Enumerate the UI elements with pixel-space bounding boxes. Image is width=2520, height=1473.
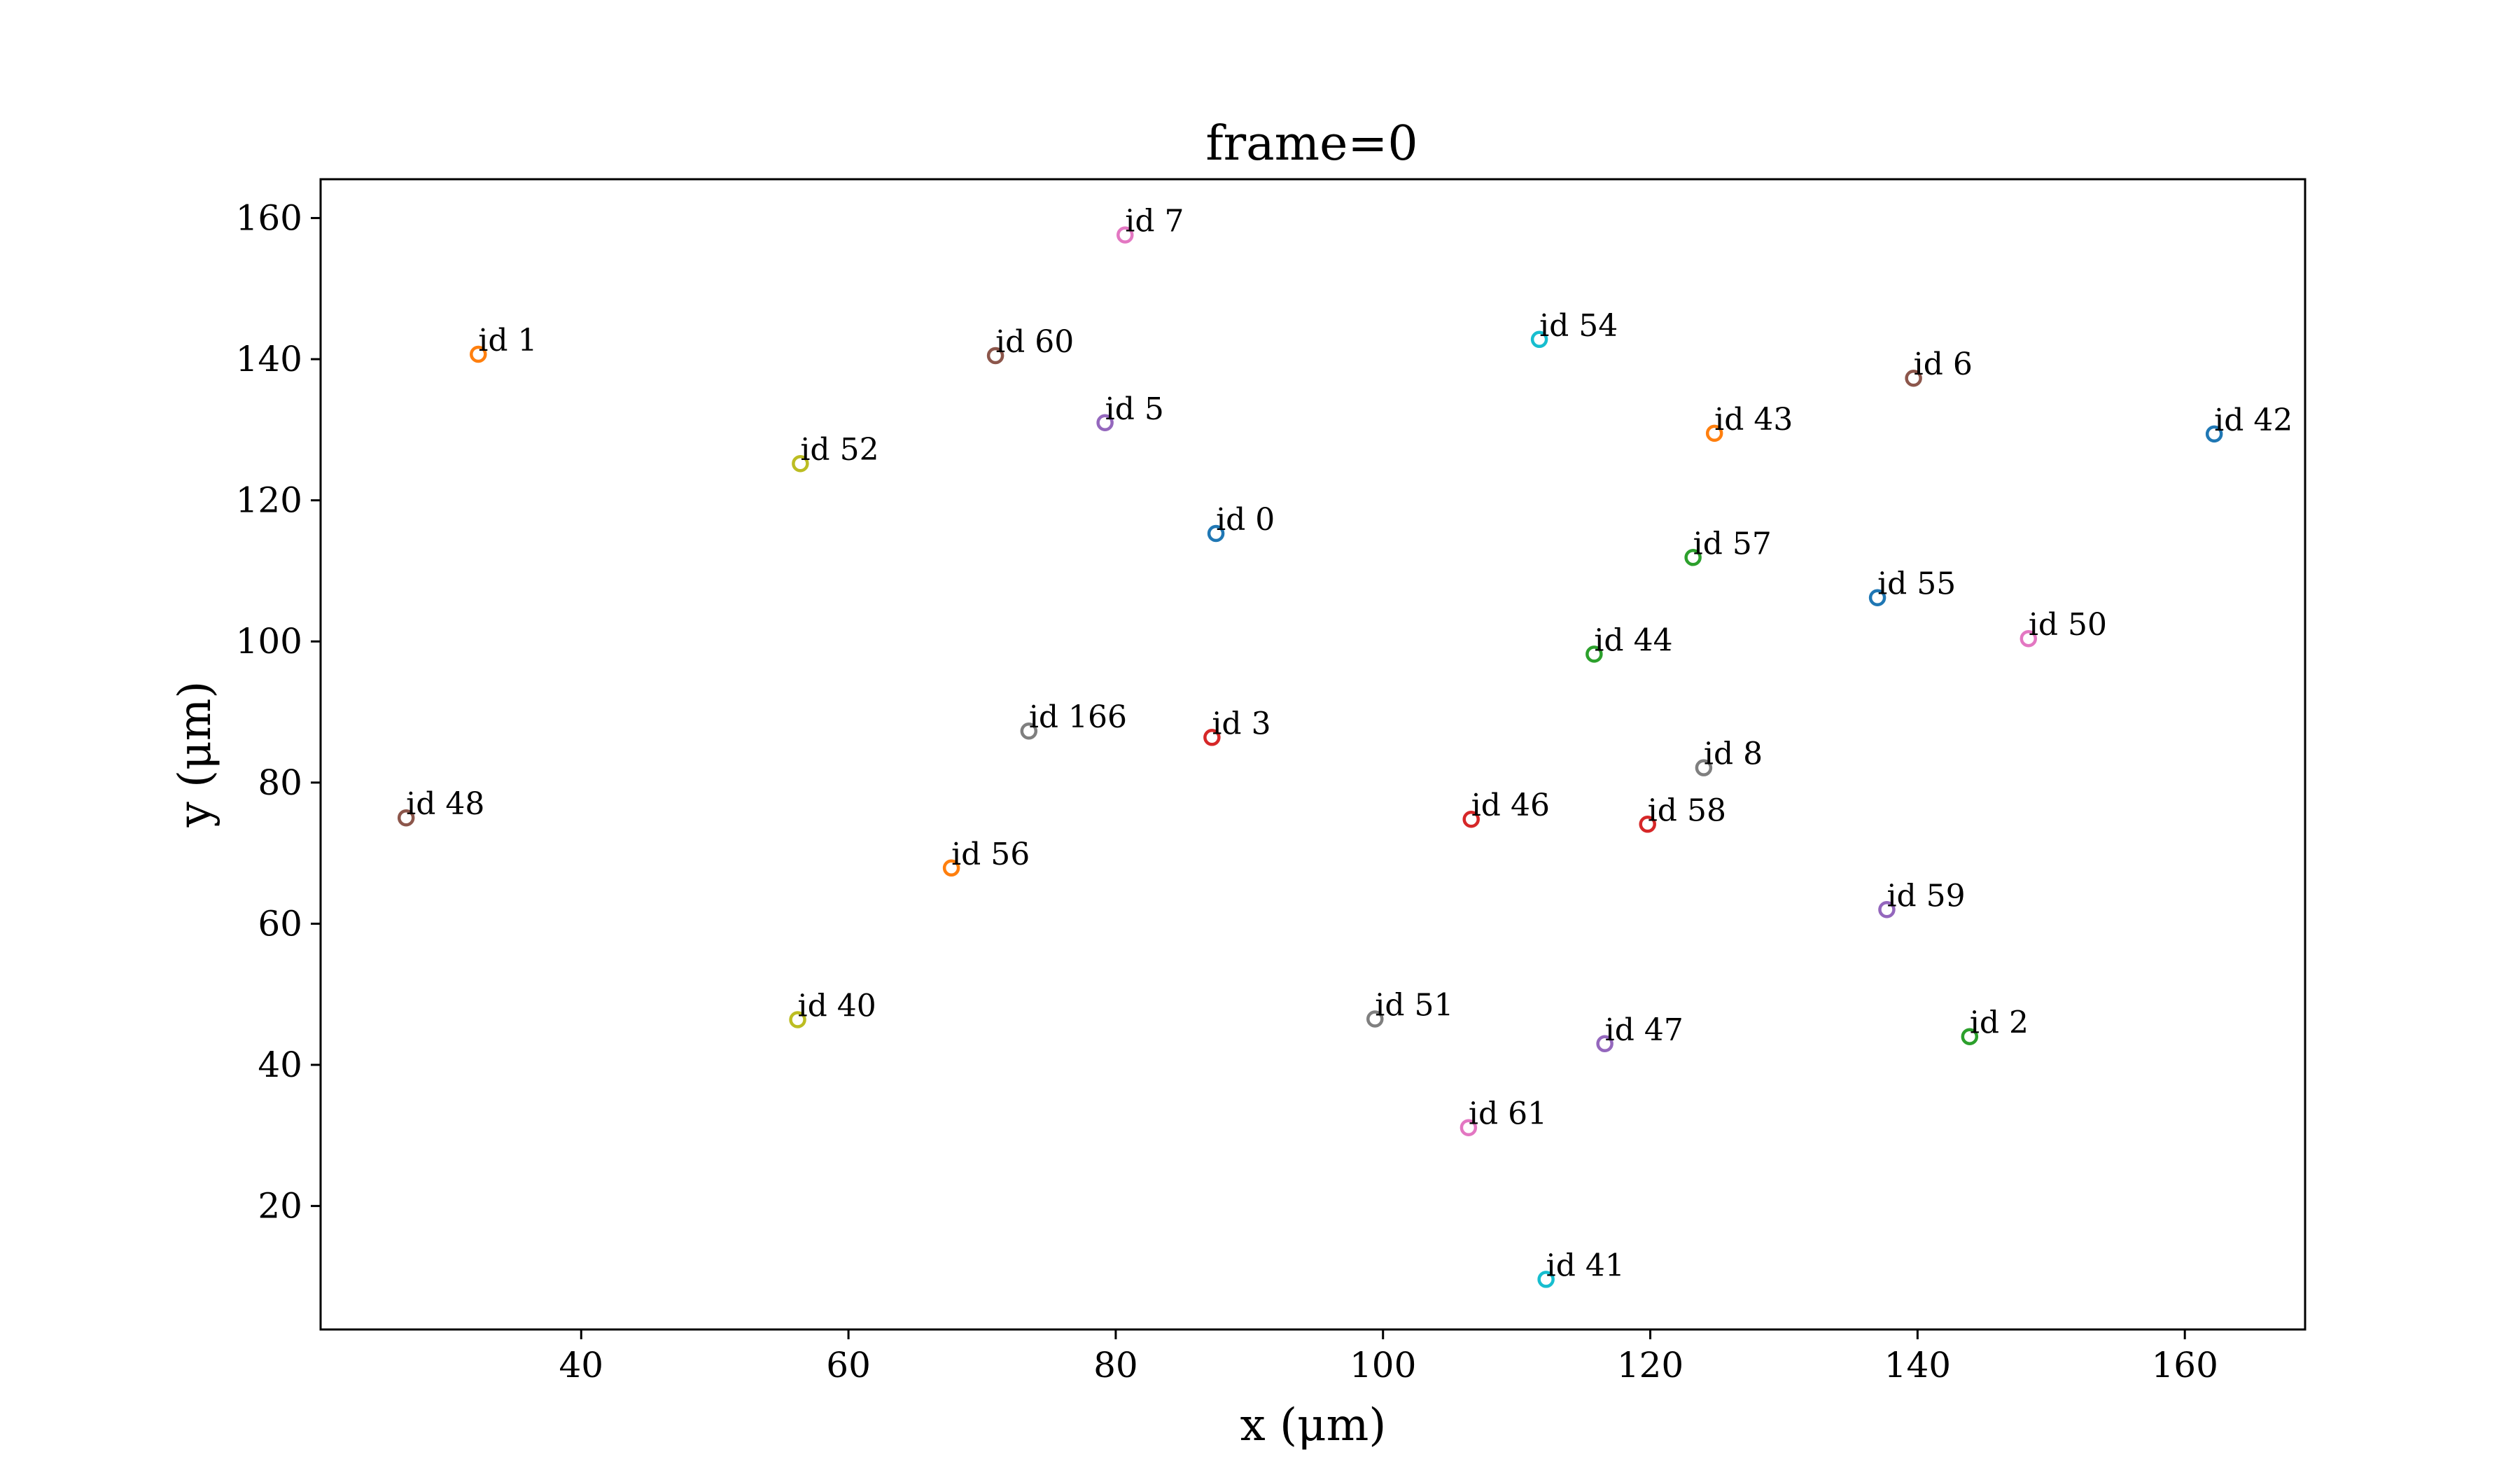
data-point-label: id 57 [1693, 526, 1772, 561]
data-point-marker [1366, 1010, 1384, 1028]
data-point-marker [1460, 1119, 1478, 1136]
data-point-marker [1530, 330, 1548, 349]
data-point-marker [1961, 1028, 1979, 1045]
data-point-marker [1462, 810, 1480, 828]
data-point-label: id 1 [478, 323, 537, 358]
data-point-marker [1695, 759, 1713, 776]
y-tick-label: 80 [258, 762, 302, 803]
plot-frame [319, 178, 2306, 1331]
data-point-marker [1684, 549, 1702, 566]
x-tick-label: 140 [1884, 1345, 1951, 1385]
data-point-marker [1020, 722, 1038, 740]
data-point-label: id 59 [1886, 878, 1965, 914]
x-tick-label: 40 [559, 1345, 603, 1385]
data-point-marker [1116, 226, 1134, 244]
data-point-label: id 43 [1714, 402, 1793, 438]
y-tick-label: 160 [236, 197, 302, 238]
data-point-marker [1596, 1035, 1614, 1053]
data-point-label: id 42 [2214, 403, 2292, 438]
data-point-label: id 40 [798, 988, 876, 1024]
y-tick-label: 140 [236, 339, 302, 379]
data-point-label: id 44 [1594, 622, 1672, 658]
data-point-marker [1207, 524, 1225, 543]
data-point-label: id 51 [1375, 987, 1453, 1023]
data-point-marker [1905, 369, 1922, 387]
x-tick-label: 80 [1093, 1345, 1138, 1385]
x-tick-label: 120 [1617, 1345, 1684, 1385]
data-point-marker [942, 859, 960, 877]
y-axis-label: y (μm) [169, 681, 221, 828]
data-point-label: id 55 [1877, 566, 1956, 602]
x-axis-label: x (μm) [1240, 1399, 1387, 1451]
data-point-marker [470, 345, 487, 363]
x-tick-label: 60 [826, 1345, 871, 1385]
data-point-label: id 54 [1539, 308, 1618, 344]
data-point-label: id 47 [1605, 1012, 1684, 1048]
data-point-label: id 8 [1704, 736, 1763, 772]
data-point-label: id 61 [1469, 1096, 1547, 1132]
data-point-label: id 52 [800, 432, 878, 468]
data-point-marker [986, 347, 1004, 365]
data-point-label: id 5 [1105, 391, 1164, 427]
y-tick-label: 120 [236, 480, 302, 521]
data-point-marker [1537, 1271, 1555, 1288]
data-point-label: id 60 [995, 324, 1074, 360]
data-point-label: id 50 [2029, 607, 2107, 643]
data-point-marker [1878, 901, 1896, 919]
data-point-label: id 58 [1648, 793, 1726, 828]
data-point-label: id 41 [1546, 1248, 1625, 1283]
data-point-marker [1096, 414, 1114, 432]
data-point-marker [1586, 645, 1603, 663]
data-point-label: id 3 [1212, 706, 1270, 741]
x-tick-label: 100 [1350, 1345, 1416, 1385]
y-tick-label: 60 [258, 903, 302, 944]
data-points: id 7 id 1 id 60 id 54 id 6 id 42 id 43 id 5 id 5… [397, 204, 2292, 1288]
data-point-marker [397, 809, 415, 827]
data-point-marker [1705, 424, 1723, 442]
y-tick-label: 20 [258, 1186, 302, 1227]
y-tick-label: 40 [258, 1045, 302, 1085]
data-point-label: id 0 [1216, 502, 1275, 538]
data-point-marker [1639, 816, 1656, 833]
axis-ticks: 40 60 80 100 120 140 160 20 40 60 80 100 120 140 160 [236, 197, 2218, 1385]
data-point-marker [789, 1011, 806, 1028]
data-point-marker [1203, 729, 1221, 746]
x-tick-label: 160 [2151, 1345, 2218, 1385]
data-point-label: id 48 [406, 786, 484, 822]
data-point-label: id 7 [1125, 204, 1184, 239]
data-point-label: id 6 [1914, 347, 1973, 382]
y-tick-label: 100 [236, 621, 302, 662]
data-point-marker [2205, 425, 2223, 443]
data-point-label: id 166 [1029, 699, 1127, 735]
data-point-label: id 46 [1471, 788, 1550, 823]
data-point-marker [792, 454, 809, 473]
data-point-label: id 2 [1970, 1005, 2029, 1041]
data-point-marker [2019, 629, 2038, 648]
chart-title: frame=0 [1205, 116, 1418, 172]
data-point-marker [1868, 589, 1886, 606]
data-point-label: id 56 [951, 837, 1030, 872]
